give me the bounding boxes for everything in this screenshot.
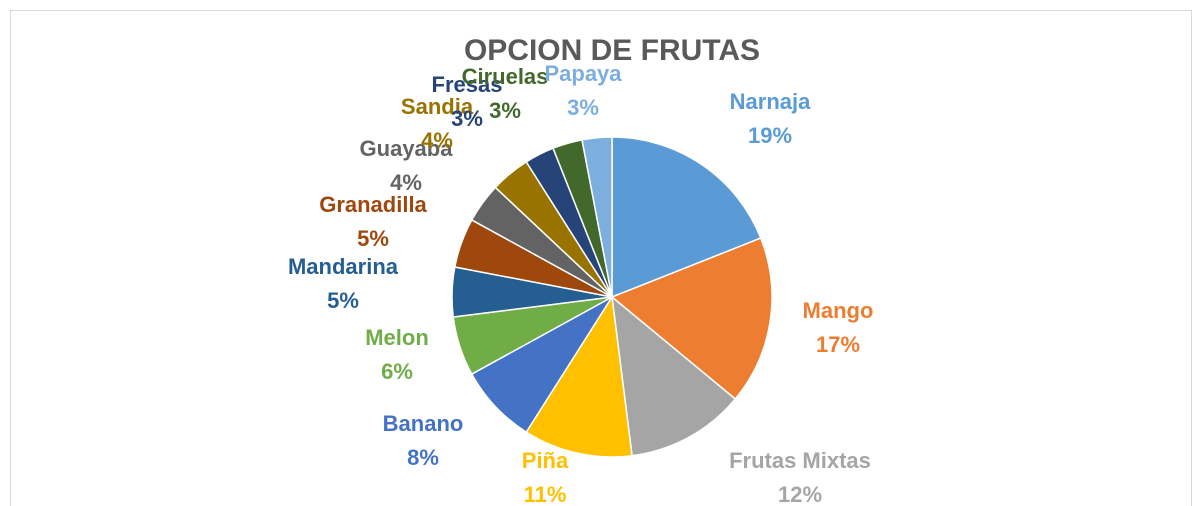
value-label: 4% (421, 128, 453, 153)
pie-slice (610, 237, 773, 401)
value-label: 3% (489, 98, 521, 123)
category-label: Melon (365, 325, 429, 350)
value-label: 17% (816, 332, 860, 357)
value-label: 11% (524, 482, 567, 506)
chart-title: OPCION DE FRUTAS (464, 34, 760, 67)
value-label: 5% (327, 288, 359, 313)
category-label: Piña (522, 448, 569, 473)
category-label: Frutas Mixtas (729, 448, 871, 473)
pie-slice (525, 294, 633, 458)
value-label: 3% (567, 95, 599, 120)
category-label: Papaya (544, 61, 622, 86)
value-label: 8% (407, 445, 439, 470)
category-label: Narnaja (730, 89, 811, 114)
category-label: Ciruelas (462, 64, 549, 89)
category-label: Granadilla (319, 192, 427, 217)
category-label: Mango (803, 298, 874, 323)
category-label: Fresas (432, 72, 503, 97)
category-label: Guayaba (360, 136, 454, 161)
category-label: Mandarina (288, 254, 399, 279)
value-label: 6% (381, 359, 413, 384)
pie-slice (611, 136, 762, 299)
value-label: 19% (748, 123, 792, 148)
category-label: Sandia (401, 94, 474, 119)
value-label: 12% (778, 482, 822, 506)
pie-slice (611, 295, 737, 457)
pie-slice (581, 136, 613, 298)
category-label: Banano (383, 411, 464, 436)
value-label: 4% (390, 170, 422, 195)
value-label: 5% (357, 226, 389, 251)
value-label: 3% (451, 106, 483, 131)
